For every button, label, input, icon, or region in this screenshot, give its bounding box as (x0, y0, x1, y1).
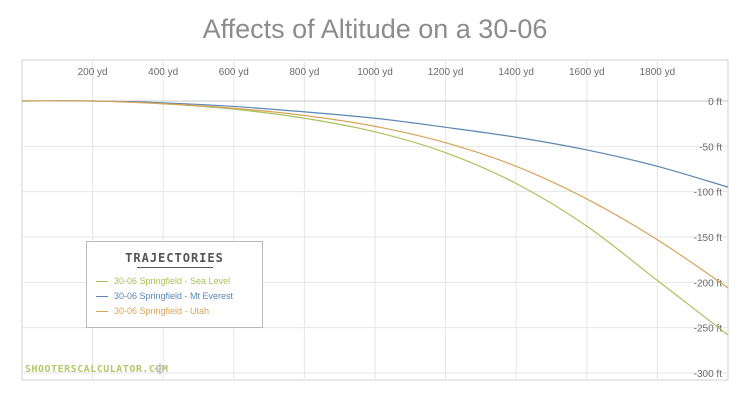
x-tick-label: 400 yd (148, 67, 178, 78)
y-tick-label: -300 ft (694, 369, 723, 380)
legend-item-sea-level[interactable]: 30-06 Springfield - Sea Level (96, 274, 262, 289)
y-tick-label: -200 ft (694, 278, 723, 289)
x-tick-label: 1800 yd (640, 67, 676, 78)
legend-title-underline (136, 267, 213, 268)
y-tick-label: -250 ft (694, 324, 723, 335)
chart-title: Affects of Altitude on a 30-06 (202, 14, 548, 44)
y-tick-label: 0 ft (708, 97, 722, 108)
x-tick-label: 800 yd (289, 67, 319, 78)
x-tick-label: 1600 yd (569, 67, 605, 78)
x-tick-label: 600 yd (219, 67, 249, 78)
x-axis-ticks: 200 yd 400 yd 600 yd 800 yd 1000 yd 1200 yd 14… (78, 67, 676, 78)
x-tick-label: 1000 yd (357, 67, 393, 78)
legend-swatch (96, 281, 108, 282)
y-tick-label: -100 ft (694, 188, 723, 199)
y-tick-label: -50 ft (699, 142, 722, 153)
x-tick-label: 1400 yd (498, 67, 534, 78)
series-line-1 (21, 100, 729, 188)
legend-swatch (96, 296, 108, 297)
x-tick-label: 200 yd (78, 67, 108, 78)
crosshair-icon (154, 363, 166, 375)
series-line-2 (21, 100, 729, 289)
legend-item-mt-everest[interactable]: 30-06 Springfield - Mt Everest (96, 289, 262, 304)
x-tick-label: 1200 yd (428, 67, 464, 78)
legend-label: 30-06 Springfield - Utah (114, 306, 210, 316)
legend-label: 30-06 Springfield - Sea Level (114, 276, 231, 286)
series-lines (21, 100, 729, 336)
legend-swatch (96, 311, 108, 312)
y-axis-ticks: 0 ft -50 ft -100 ft -150 ft -200 ft -250 ft -3… (694, 97, 723, 380)
legend-label: 30-06 Springfield - Mt Everest (114, 291, 234, 301)
legend-item-utah[interactable]: 30-06 Springfield - Utah (96, 304, 262, 319)
legend: TRAJECTORIES 30-06 Springfield - Sea Lev… (86, 241, 263, 328)
legend-title: TRAJECTORIES (125, 251, 224, 265)
y-tick-label: -150 ft (694, 233, 723, 244)
site-watermark: SHOOTERSCALCULATOR.COM (25, 364, 169, 375)
